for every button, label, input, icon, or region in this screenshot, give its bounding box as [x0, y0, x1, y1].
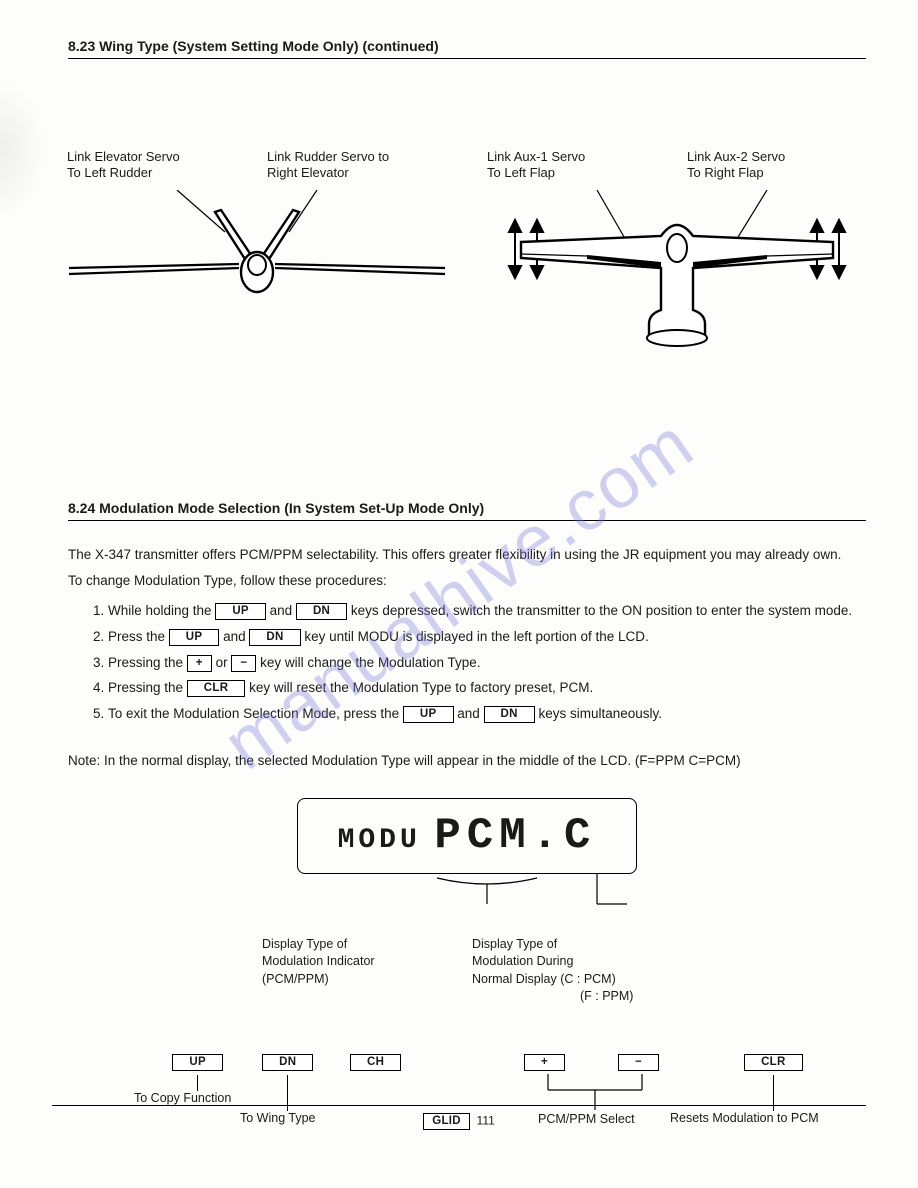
step-2-b: and	[219, 629, 249, 644]
key-plus: +	[187, 655, 212, 672]
flaps-label-left-2: To Left Flap	[487, 165, 555, 180]
key-up: UP	[215, 603, 266, 620]
flaps-svg	[487, 190, 867, 360]
body-text: The X-347 transmitter offers PCM/PPM sel…	[68, 545, 866, 727]
bk-up-label: To Copy Function	[134, 1091, 231, 1105]
key-clr: CLR	[744, 1054, 803, 1071]
diagram-vtail: Link Elevator Servo To Left Rudder Link …	[67, 149, 447, 360]
key-plus: +	[524, 1054, 565, 1071]
flaps-label-right-1: Link Aux-2 Servo	[687, 149, 785, 164]
intro-2: To change Modulation Type, follow these …	[68, 571, 866, 592]
step-5: To exit the Modulation Selection Mode, p…	[108, 701, 866, 727]
step-4-b: key will reset the Modulation Type to fa…	[245, 680, 593, 695]
vtail-label-right-1: Link Rudder Servo to	[267, 149, 389, 164]
step-4: Pressing the CLR key will reset the Modu…	[108, 675, 866, 701]
bk-up: UP To Copy Function	[164, 1054, 231, 1105]
step-1-b: and	[266, 603, 296, 618]
intro-1: The X-347 transmitter offers PCM/PPM sel…	[68, 545, 866, 566]
key-up: UP	[169, 629, 220, 646]
step-3-b: or	[212, 655, 232, 670]
lcd-display-wrap: MODU PCM.C Display Type of Modulation In…	[68, 798, 866, 1006]
footer-box: GLID	[423, 1113, 470, 1130]
key-clr: CLR	[187, 680, 246, 697]
step-5-a: To exit the Modulation Selection Mode, p…	[108, 706, 403, 721]
key-dn: DN	[296, 603, 347, 620]
key-up: UP	[403, 706, 454, 723]
lcd-display: MODU PCM.C	[297, 798, 638, 874]
diagram-vtail-labels: Link Elevator Servo To Left Rudder Link …	[67, 149, 447, 182]
vtail-label-left-1: Link Elevator Servo	[67, 149, 180, 164]
lcd-bracket-svg	[187, 872, 747, 908]
footer-page-num: 111	[477, 1114, 495, 1128]
lcd-callout-left: Display Type of Modulation Indicator (PC…	[262, 936, 422, 1006]
lcd-co-l2: Modulation Indicator	[262, 954, 375, 968]
step-2: Press the UP and DN key until MODU is di…	[108, 624, 866, 650]
diagram-flaps-labels: Link Aux-1 Servo To Left Flap Link Aux-2…	[487, 149, 867, 182]
lcd-co-r3: Normal Display (C : PCM)	[472, 972, 616, 986]
flaps-label-right-2: To Right Flap	[687, 165, 764, 180]
page-footer: GLID 111	[0, 1113, 918, 1130]
lcd-co-r4: (F : PPM)	[472, 989, 633, 1003]
flaps-label-left-1: Link Aux-1 Servo	[487, 149, 585, 164]
lcd-co-r2: Modulation During	[472, 954, 573, 968]
bk-minus: −	[618, 1054, 659, 1075]
lcd-co-r1: Display Type of	[472, 937, 557, 951]
key-up: UP	[172, 1054, 223, 1071]
step-2-a: Press the	[108, 629, 169, 644]
step-3-c: key will change the Modulation Type.	[256, 655, 480, 670]
bk-ch: CH	[350, 1054, 401, 1075]
lcd-co-l3: (PCM/PPM)	[262, 972, 329, 986]
vtail-label-left-2: To Left Rudder	[67, 165, 152, 180]
procedure-steps: While holding the UP and DN keys depress…	[108, 598, 866, 726]
step-4-a: Pressing the	[108, 680, 187, 695]
diagrams-row: Link Elevator Servo To Left Rudder Link …	[68, 149, 866, 360]
step-1: While holding the UP and DN keys depress…	[108, 598, 866, 624]
section-8-24-heading: 8.24 Modulation Mode Selection (In Syste…	[68, 500, 866, 521]
vtail-label-right-2: Right Elevator	[267, 165, 349, 180]
key-minus: −	[231, 655, 256, 672]
bottom-key-row: UP To Copy Function DN To Wing Type CH +…	[68, 1054, 866, 1164]
step-3: Pressing the + or − key will change the …	[108, 650, 866, 676]
lcd-callout-right: Display Type of Modulation During Normal…	[472, 936, 672, 1006]
vtail-svg	[67, 190, 447, 310]
lcd-left: MODU	[338, 825, 421, 856]
key-minus: −	[618, 1054, 659, 1071]
lcd-right: PCM.C	[434, 811, 596, 861]
step-2-c: key until MODU is displayed in the left …	[301, 629, 649, 644]
key-dn: DN	[249, 629, 300, 646]
note-text: Note: In the normal display, the selecte…	[68, 753, 866, 768]
manual-page: manualhive.com 8.23 Wing Type (System Se…	[0, 0, 918, 1188]
lcd-callouts: Display Type of Modulation Indicator (PC…	[68, 936, 866, 1006]
step-5-b: and	[454, 706, 484, 721]
step-5-c: keys simultaneously.	[535, 706, 662, 721]
step-1-a: While holding the	[108, 603, 215, 618]
step-3-a: Pressing the	[108, 655, 187, 670]
key-ch: CH	[350, 1054, 401, 1071]
scan-artifact	[0, 80, 46, 220]
key-dn: DN	[484, 706, 535, 723]
lcd-co-l1: Display Type of	[262, 937, 347, 951]
step-1-c: keys depressed, switch the transmitter t…	[347, 603, 852, 618]
diagram-flaps: Link Aux-1 Servo To Left Flap Link Aux-2…	[487, 149, 867, 360]
bk-plus: +	[524, 1054, 565, 1075]
section-8-23-heading: 8.23 Wing Type (System Setting Mode Only…	[68, 38, 866, 59]
footer-rule	[52, 1105, 866, 1106]
key-dn: DN	[262, 1054, 313, 1071]
